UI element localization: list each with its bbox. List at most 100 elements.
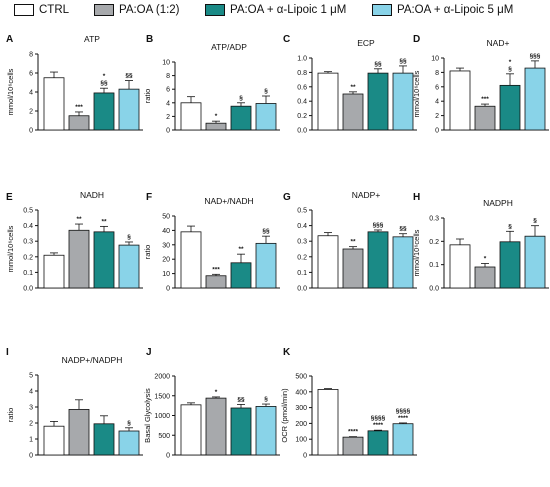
y-axis-label-j: Basal Glycolysis [143, 388, 152, 443]
bar-d-1 [474, 105, 496, 131]
significance-label-b-3: § [264, 88, 268, 95]
legend-label-ctrl: CTRL [39, 4, 70, 16]
y-tick-label-j: 1000 [154, 413, 170, 420]
y-tick-label-e: 0.0 [23, 286, 33, 293]
panel-title-f: NAD+/NADH [204, 196, 253, 206]
bar-j-0 [180, 404, 202, 456]
y-axis-label-k: OCR (pmol/min) [280, 388, 289, 443]
significance-label-k-3: §§§§ [396, 408, 411, 415]
y-tick-label-a: 8 [29, 52, 33, 59]
y-tick-label-c: 0.2 [297, 113, 307, 120]
significance-label-j-3: § [264, 396, 268, 403]
legend-swatch-paoa [94, 4, 114, 16]
panel-letter-c: C [283, 34, 290, 45]
y-tick-label-j: 500 [158, 433, 170, 440]
significance-label-h-1: * [484, 256, 487, 263]
bar-g-2 [367, 231, 389, 289]
bar-a-1 [68, 115, 90, 131]
bar-i-1 [68, 408, 90, 456]
y-tick-label-i: 0 [29, 453, 33, 460]
y-tick-label-a: 0 [29, 128, 33, 135]
y-tick-label-i: 2 [29, 421, 33, 428]
y-tick-label-i: 5 [29, 373, 33, 380]
bar-f-0 [180, 231, 202, 289]
panel-title-a: ATP [84, 34, 100, 44]
y-tick-label-g: 0.0 [297, 286, 307, 293]
y-tick-label-f: 20 [162, 257, 170, 264]
legend-swatch-lipoic5 [372, 4, 392, 16]
bar-e-2 [93, 231, 115, 289]
y-tick-label-b: 4 [166, 100, 170, 107]
panel-i: I NADP+/NADPH 0 1 2 3 4 5 ratio § [6, 347, 143, 460]
panel-g: G NADP+0.00.10.20.30.40.5**§§§§§ [283, 190, 417, 293]
bar-i-3 [118, 430, 140, 456]
significance-label-b-1: * [215, 113, 218, 120]
y-tick-label-f: 30 [162, 242, 170, 249]
significance-label-d-2: * [509, 59, 512, 66]
y-tick-label-g: 0.3 [297, 239, 307, 246]
bar-j-3 [255, 406, 277, 456]
bar-h-2 [499, 241, 521, 289]
y-axis-label-f: ratio [143, 245, 152, 260]
significance-label-b-2: § [239, 95, 243, 102]
significance-label-a-3: §§ [125, 73, 133, 80]
panel-title-e: NADH [80, 190, 104, 200]
bar-a-3 [118, 88, 140, 131]
significance-label-e-1: ** [76, 216, 82, 223]
significance-label-a-1: *** [75, 104, 83, 111]
y-tick-label-d: 8 [435, 70, 439, 77]
significance-label-k-1: **** [348, 429, 359, 436]
significance-label-d-1: *** [481, 96, 489, 103]
bar-b-1 [205, 122, 227, 131]
y-tick-label-b: 2 [166, 114, 170, 121]
y-tick-label-k: 200 [295, 421, 307, 428]
significance-label-j-2: §§ [237, 396, 245, 403]
significance-label-d-3: §§§ [530, 53, 541, 60]
significance-label-f-2: ** [238, 246, 244, 253]
bar-b-2 [230, 105, 252, 131]
y-tick-label-k: 300 [295, 405, 307, 412]
bar-j-2 [230, 407, 252, 456]
bar-c-2 [367, 72, 389, 131]
panel-letter-g: G [283, 192, 291, 203]
legend-label-lipoic5: PA:OA + α-Lipoic 5 μM [397, 4, 514, 16]
y-tick-label-e: 0.3 [23, 239, 33, 246]
panel-b: B ATP/ADP 0 2 4 6 8 10 ratio * § § [143, 34, 280, 135]
y-tick-label-b: 6 [166, 87, 170, 94]
bar-a-2 [93, 92, 115, 131]
panel-title-b: ATP/ADP [211, 42, 247, 52]
y-tick-label-e: 0.4 [23, 223, 33, 230]
y-tick-label-h: 0.1 [429, 262, 439, 269]
significance-label-f-1: *** [212, 266, 220, 273]
bar-d-3 [524, 67, 546, 131]
y-axis-label-b: ratio [143, 89, 152, 104]
panel-letter-a: A [6, 34, 13, 45]
significance-label-g-1: ** [350, 239, 356, 246]
legend-swatch-ctrl [14, 4, 34, 16]
y-tick-label-k: 400 [295, 389, 307, 396]
bar-e-1 [68, 229, 90, 289]
legend-item-lipoic1: PA:OA + α-Lipoic 1 μM [205, 4, 346, 16]
panel-letter-e: E [6, 192, 13, 203]
y-tick-label-e: 0.1 [23, 270, 33, 277]
y-tick-label-c: 1.0 [297, 56, 307, 63]
bar-d-0 [449, 70, 471, 131]
y-tick-label-d: 6 [435, 84, 439, 91]
significance-label-c-2: §§ [374, 61, 382, 68]
significance-label-h-2: § [508, 223, 512, 230]
legend: CTRL PA:OA (1:2) PA:OA + α-Lipoic 1 μM P… [0, 0, 550, 24]
y-tick-label-a: 4 [29, 90, 33, 97]
y-tick-label-g: 0.5 [297, 208, 307, 215]
y-tick-label-h: 0.3 [429, 216, 439, 223]
significance-label-j-1: * [215, 389, 218, 396]
y-tick-label-c: 0.4 [297, 99, 307, 106]
bar-f-1 [205, 275, 227, 289]
significance-label-a-2: * [103, 73, 106, 80]
y-tick-label-d: 0 [435, 128, 439, 135]
y-tick-label-f: 0 [166, 286, 170, 293]
bar-h-1 [474, 266, 496, 289]
bar-i-0 [43, 425, 65, 456]
y-tick-label-e: 0.2 [23, 254, 33, 261]
